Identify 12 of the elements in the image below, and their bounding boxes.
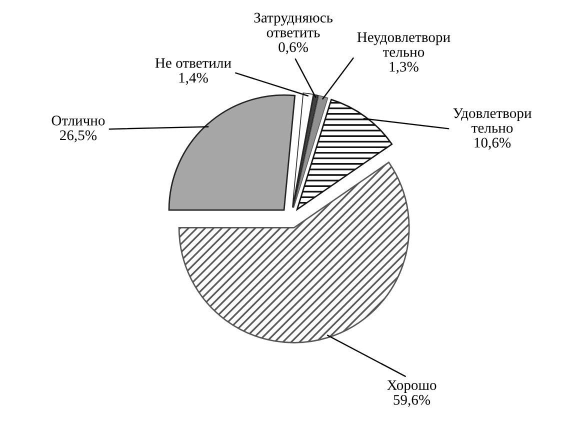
- data-label: 0,6%: [278, 42, 308, 54]
- slice-label: Отлично: [52, 116, 105, 126]
- slice-label: Хорошо: [387, 380, 436, 393]
- slice-label: Не ответили: [155, 58, 232, 68]
- data-label: 10,6%: [474, 138, 511, 150]
- data-label: 1,3%: [390, 62, 418, 74]
- slice-label: Затрудняюсь ответить: [254, 12, 333, 38]
- slice-label: Удовлетвори тельно: [453, 108, 532, 133]
- slice-label: Неудовлетвори тельно: [357, 32, 450, 57]
- data-label: 1,4%: [179, 72, 208, 85]
- data-label: 59,6%: [394, 394, 430, 407]
- data-label: 26,5%: [60, 130, 97, 142]
